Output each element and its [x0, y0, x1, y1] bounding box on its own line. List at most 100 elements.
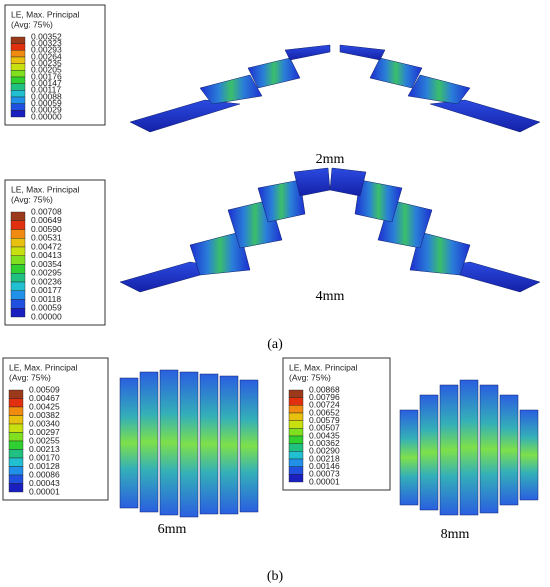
legend-swatch — [10, 56, 26, 64]
legend-swatch — [8, 483, 24, 493]
legend-swatch — [288, 458, 304, 467]
legend-swatch — [8, 398, 24, 408]
legend-swatch — [10, 246, 26, 256]
legend-swatch — [288, 466, 304, 475]
legend-swatch — [8, 432, 24, 442]
legend-subtitle: (Avg: 75%) — [11, 19, 53, 29]
legend-value: 0.00579 — [309, 415, 340, 425]
panel-label: (a) — [267, 337, 283, 352]
legend-subtitle: (Avg: 75%) — [289, 372, 331, 382]
legend-value: 0.00043 — [29, 478, 60, 488]
legend-value: 0.00323 — [31, 38, 62, 48]
legend-value: 0.00531 — [31, 233, 62, 243]
legend-swatch — [8, 449, 24, 459]
legend-value: 0.00264 — [31, 51, 62, 61]
legend-value: 0.00088 — [31, 91, 62, 101]
legend-swatch — [288, 474, 304, 483]
legend-value: 0.00352 — [31, 31, 62, 41]
legend-value: 0.00073 — [309, 469, 340, 479]
legend-title: LE, Max. Principal — [289, 362, 358, 372]
legend-value: 0.00796 — [309, 392, 340, 402]
legend-swatch — [288, 397, 304, 406]
legend-swatch — [288, 443, 304, 452]
structure-4mm — [119, 167, 541, 293]
legend-swatch — [10, 264, 26, 274]
legend-subtitle: (Avg: 75%) — [11, 194, 53, 204]
legend-swatch — [10, 211, 26, 221]
legend-value: 0.00205 — [31, 65, 62, 75]
legend-swatch — [10, 63, 26, 71]
legend-value: 0.00362 — [309, 438, 340, 448]
legend-swatch — [10, 299, 26, 309]
legend-swatch — [10, 255, 26, 265]
legend-swatch — [10, 273, 26, 283]
legend-swatch — [10, 238, 26, 248]
legend-swatch — [8, 457, 24, 467]
legend-value: 0.00117 — [31, 85, 61, 95]
legend-value: 0.00001 — [309, 476, 340, 486]
legend-title: LE, Max. Principal — [11, 9, 80, 19]
legend-value: 0.00868 — [309, 384, 340, 394]
legend-swatch — [288, 389, 304, 398]
legend-swatch — [10, 83, 26, 91]
caption: 6mm — [158, 522, 187, 537]
legend-swatch — [10, 50, 26, 58]
legend-swatch — [288, 451, 304, 460]
legend-value: 0.00176 — [31, 71, 62, 81]
caption: 4mm — [316, 289, 345, 304]
legend-value: 0.00649 — [31, 215, 62, 225]
legend-swatch — [8, 406, 24, 416]
legend-value: 0.00652 — [309, 407, 340, 417]
legend-swatch — [8, 474, 24, 484]
legend-swatch — [10, 290, 26, 300]
legend-value: 0.00059 — [31, 98, 62, 108]
legend-swatch — [10, 308, 26, 318]
legend-swatch — [8, 389, 24, 399]
legend-value: 0.00000 — [31, 311, 62, 321]
legend-value: 0.00177 — [31, 285, 62, 295]
legend-value: 0.00590 — [31, 224, 62, 234]
legend-value: 0.00435 — [309, 430, 340, 440]
legend-value: 0.00340 — [29, 418, 60, 428]
legend-swatch — [8, 415, 24, 425]
structure-2mm — [129, 44, 541, 133]
legend-swatch — [288, 420, 304, 429]
legend-value: 0.00293 — [31, 45, 62, 55]
legend-swatch — [288, 428, 304, 437]
legend-value: 0.00509 — [29, 384, 60, 394]
legend-swatch — [10, 96, 26, 104]
legend-swatch — [8, 440, 24, 450]
legend-swatch — [10, 229, 26, 239]
legend-value: 0.00354 — [31, 259, 62, 269]
legend-title: LE, Max. Principal — [11, 184, 80, 194]
legend-value: 0.00255 — [29, 435, 60, 445]
legend-value: 0.00235 — [31, 58, 62, 68]
panel-label: (b) — [267, 569, 284, 584]
legend-swatch — [8, 423, 24, 433]
legend-swatch — [10, 220, 26, 230]
legend-value: 0.00708 — [31, 206, 62, 216]
legend-swatch — [10, 76, 26, 84]
legend-value: 0.00059 — [31, 303, 62, 313]
legend-value: 0.00146 — [309, 461, 340, 471]
legend-value: 0.00170 — [29, 452, 60, 462]
legend-swatch — [10, 70, 26, 78]
legend-value: 0.00297 — [29, 427, 60, 437]
legend-swatch — [288, 412, 304, 421]
legend-subtitle: (Avg: 75%) — [9, 372, 51, 382]
legend-swatch — [288, 405, 304, 414]
legend-value: 0.00467 — [29, 393, 60, 403]
legend-value: 0.00000 — [31, 111, 62, 121]
legend-value: 0.00413 — [31, 250, 62, 260]
legend-swatch — [8, 466, 24, 476]
legend-swatch — [10, 36, 26, 44]
legend-title: LE, Max. Principal — [9, 362, 78, 372]
structure-6mm — [119, 369, 259, 518]
legend-value: 0.00724 — [309, 400, 340, 410]
legend-swatch — [10, 43, 26, 51]
caption: 2mm — [316, 152, 345, 167]
legend-value: 0.00128 — [29, 461, 60, 471]
legend-value: 0.00218 — [309, 453, 340, 463]
